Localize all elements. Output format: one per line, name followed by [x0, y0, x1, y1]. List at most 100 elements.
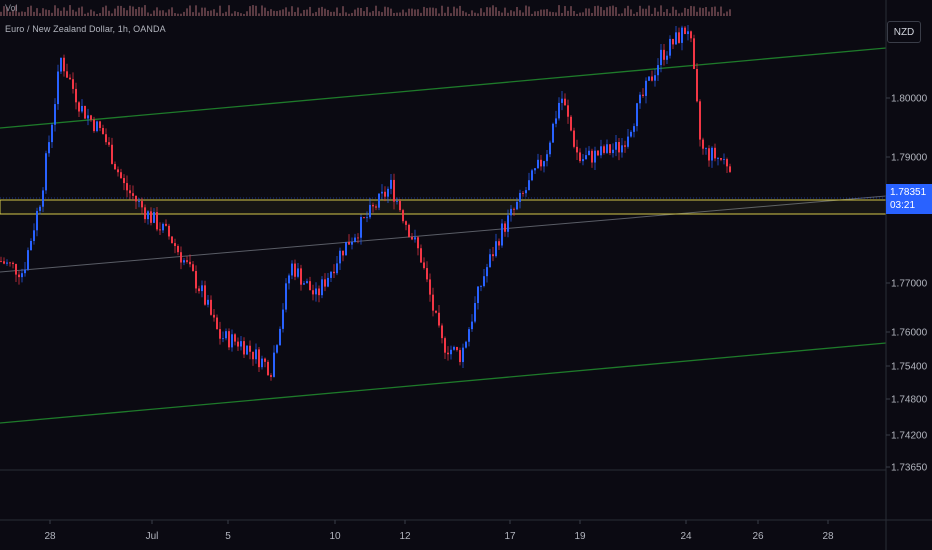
candle-body [465, 341, 467, 348]
candle-body [120, 172, 122, 179]
mid-trend-line [0, 195, 887, 273]
candle-body [63, 57, 65, 72]
volume-bar [558, 5, 560, 16]
candle-body [681, 27, 683, 43]
x-tick-label: 28 [822, 531, 834, 542]
candle-body [3, 261, 5, 264]
candle-body [726, 159, 728, 167]
candle-body [561, 98, 563, 103]
candle-body [657, 65, 659, 76]
candle-body [117, 169, 119, 173]
volume-bar [33, 11, 35, 16]
candle-body [165, 223, 167, 226]
volume-bar [75, 11, 77, 16]
candle-body [342, 250, 344, 256]
candle-body [252, 351, 254, 360]
candle-body [57, 71, 59, 105]
volume-bar [597, 5, 599, 16]
candle-body [330, 271, 332, 278]
candle-body [177, 246, 179, 253]
candle-body [132, 193, 134, 196]
volume-bar [585, 8, 587, 16]
candle-body [231, 334, 233, 348]
candle-body [180, 252, 182, 263]
volume-bar [642, 8, 644, 16]
volume-bar [138, 6, 140, 16]
candle-body [168, 225, 170, 237]
candle-body [435, 310, 437, 313]
volume-bar [213, 9, 215, 16]
volume-bar [315, 11, 317, 16]
volume-bar [324, 8, 326, 16]
candle-body [597, 150, 599, 156]
candle-body [684, 27, 686, 35]
candle-body [273, 352, 275, 377]
candle-body [9, 262, 11, 264]
volume-bar [534, 11, 536, 16]
y-tick-label: 1.79000 [891, 153, 928, 164]
candle-body [153, 212, 155, 223]
volume-bar [447, 6, 449, 17]
candle-body [75, 88, 77, 103]
volume-bar [180, 13, 182, 16]
volume-bar [144, 5, 146, 16]
volume-bar [333, 11, 335, 16]
volume-bars [0, 5, 731, 17]
volume-bar [528, 6, 530, 16]
volume-bar [591, 12, 593, 16]
candle-body [201, 285, 203, 292]
volume-bar [81, 6, 83, 16]
volume-bar [36, 8, 38, 16]
volume-bar [411, 8, 413, 16]
volume-bar [240, 13, 242, 16]
candle-body [648, 76, 650, 81]
volume-bar [684, 7, 686, 16]
volume-bar [150, 13, 152, 16]
candle-body [306, 281, 308, 284]
volume-bar [666, 9, 668, 16]
volume-bar [519, 10, 521, 16]
y-tick-label: 1.73650 [891, 463, 928, 474]
candle-body [243, 341, 245, 355]
candle-body [300, 268, 302, 285]
volume-bar [570, 6, 572, 16]
volume-bar [318, 7, 320, 16]
candle-body [321, 279, 323, 296]
currency-button[interactable]: NZD [887, 21, 921, 43]
volume-bar [474, 12, 476, 16]
volume-bar [354, 9, 356, 16]
candle-body [450, 349, 452, 355]
volume-bar [630, 9, 632, 16]
candle-body [600, 146, 602, 156]
volume-bar [132, 6, 134, 16]
volume-bar [450, 13, 452, 16]
bar-countdown: 03:21 [890, 200, 916, 211]
volume-bar [567, 10, 569, 16]
volume-bar [462, 10, 464, 16]
volume-bar [78, 7, 80, 16]
candle-body [606, 144, 608, 153]
candle-body [660, 49, 662, 66]
candle-body [489, 254, 491, 268]
candle-body [426, 268, 428, 280]
x-tick-label: 24 [680, 531, 692, 542]
candle-body [315, 288, 317, 295]
candle-body [663, 49, 665, 60]
candle-body [714, 147, 716, 159]
candle-body [507, 215, 509, 232]
drawn-lines[interactable] [0, 47, 887, 424]
candle-body [261, 358, 263, 368]
candle-body [135, 195, 137, 202]
volume-bar [453, 6, 455, 17]
volume-bar [717, 11, 719, 16]
volume-bar [288, 11, 290, 16]
volume-bar [243, 13, 245, 16]
volume-bar [102, 7, 104, 16]
volume-bar [423, 6, 425, 17]
candle-body [171, 236, 173, 244]
volume-bar [201, 7, 203, 17]
volume-bar [45, 9, 47, 16]
last-price-value: 1.78351 [890, 187, 927, 198]
volume-bar [129, 5, 131, 17]
